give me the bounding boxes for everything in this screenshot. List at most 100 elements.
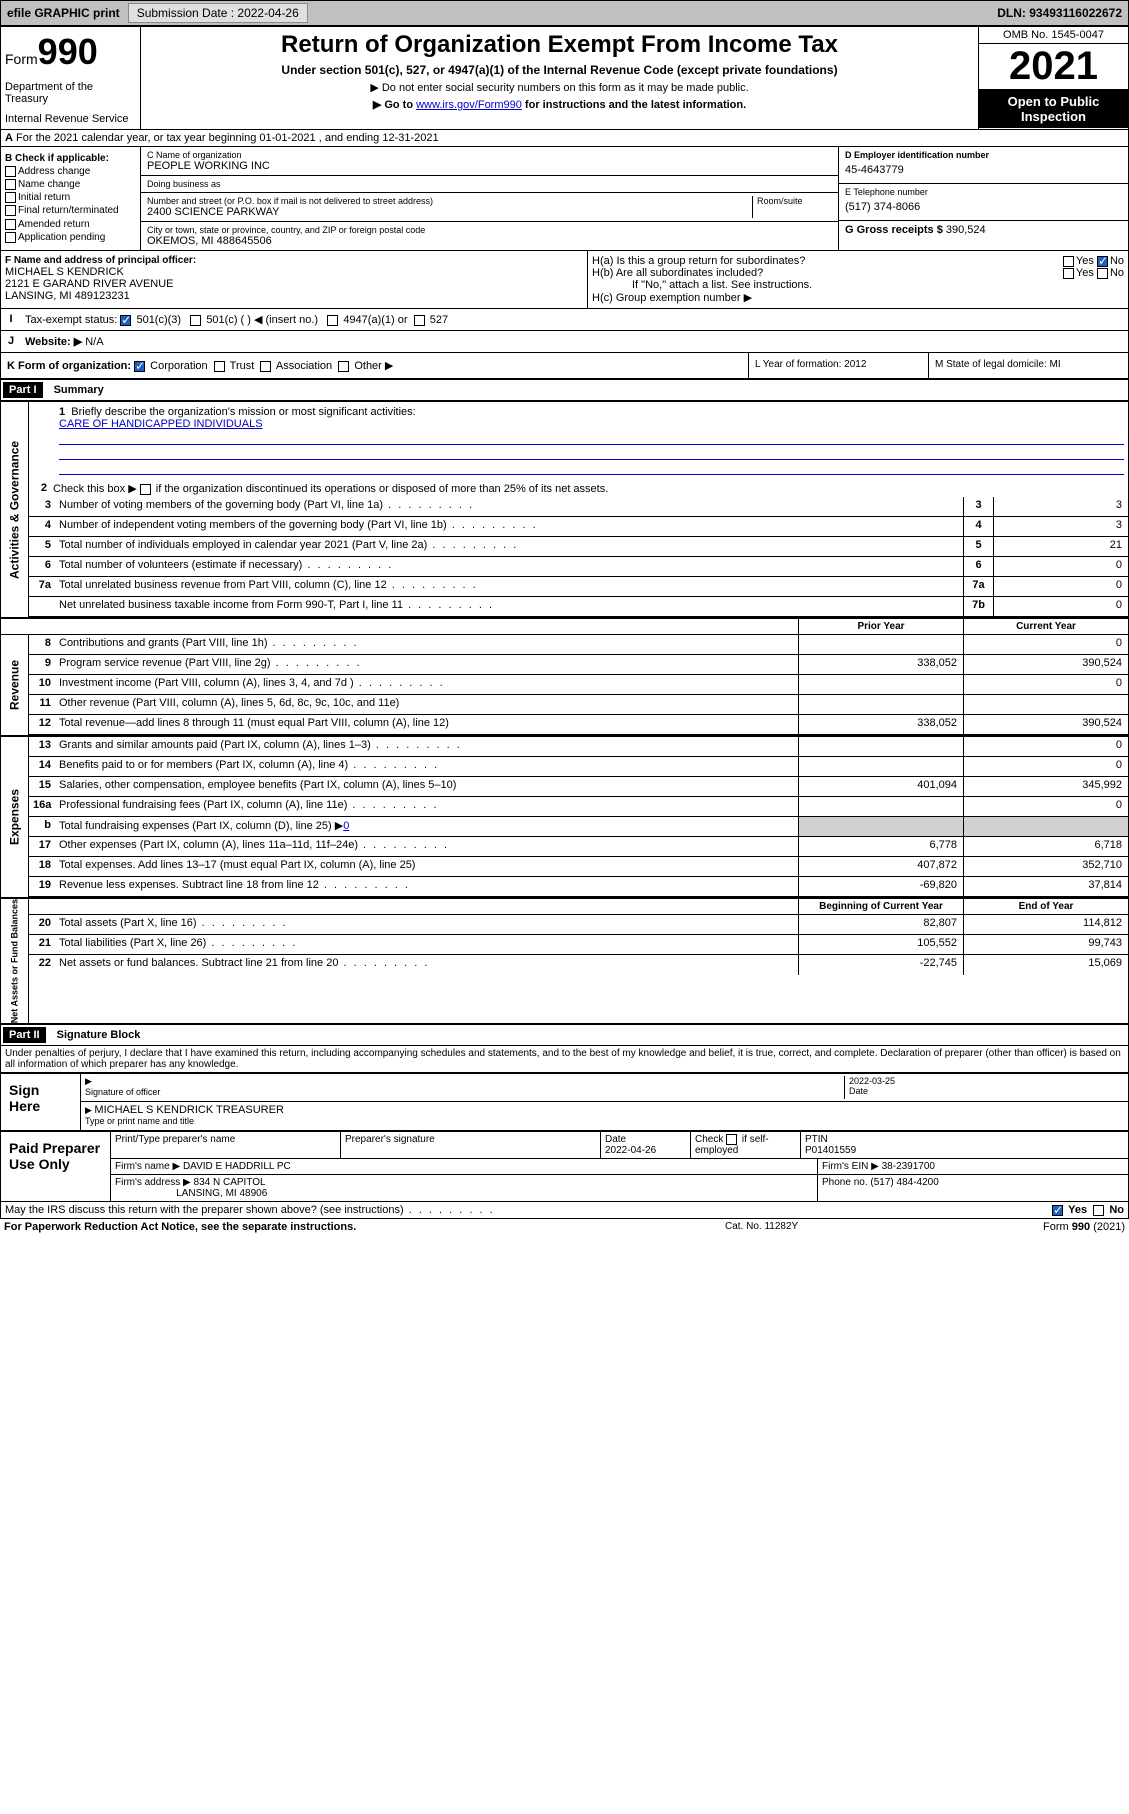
c10: 0 [963, 675, 1128, 694]
p18: 407,872 [798, 857, 963, 876]
chk-501c[interactable] [190, 315, 201, 326]
l2-post: if the organization discontinued its ope… [156, 483, 609, 495]
c8: 0 [963, 635, 1128, 654]
form-label: Form [5, 51, 38, 67]
k-corp: Corporation [150, 360, 207, 372]
expenses-section: Expenses 13Grants and similar amounts pa… [1, 735, 1128, 897]
l8: Contributions and grants (Part VIII, lin… [55, 635, 798, 654]
c13: 0 [963, 737, 1128, 756]
chk-501c3[interactable] [120, 315, 131, 326]
col-prior: Prior Year [798, 619, 963, 634]
chk-final[interactable] [5, 205, 16, 216]
p17: 6,778 [798, 837, 963, 856]
c-dba-lbl: Doing business as [147, 179, 832, 189]
chk-amended[interactable] [5, 219, 16, 230]
discuss-no[interactable] [1093, 1205, 1104, 1216]
i-lbl: Tax-exempt status: [25, 314, 117, 326]
hb-no[interactable] [1097, 268, 1108, 279]
c22: 15,069 [963, 955, 1128, 975]
row-k: K Form of organization: Corporation Trus… [1, 353, 1128, 380]
chk-self[interactable] [726, 1134, 737, 1145]
l17: Other expenses (Part IX, column (A), lin… [55, 837, 798, 856]
ha-yes[interactable] [1063, 256, 1074, 267]
chk-l2[interactable] [140, 484, 151, 495]
goto-pre: ▶ Go to [373, 99, 416, 111]
p14 [798, 757, 963, 776]
ha-no[interactable] [1097, 256, 1108, 267]
col-b: B Check if applicable: Address change Na… [1, 147, 141, 250]
e-lbl: E Telephone number [845, 187, 1122, 197]
p-h5: PTIN [805, 1134, 828, 1145]
chk-name[interactable] [5, 179, 16, 190]
discuss-q: May the IRS discuss this return with the… [5, 1204, 1052, 1216]
form-container: Form990 Department of the Treasury Inter… [0, 26, 1129, 1219]
chk-4947[interactable] [327, 315, 338, 326]
sig-date-lbl: Date [849, 1086, 868, 1096]
k-lbl: K Form of organization: [7, 360, 131, 372]
chk-address[interactable] [5, 166, 16, 177]
m-state: M State of legal domicile: MI [928, 353, 1128, 378]
p-h2: Preparer's signature [345, 1134, 435, 1145]
c11 [963, 695, 1128, 714]
form-ref: Form 990 (2021) [925, 1221, 1125, 1233]
l1-val[interactable]: CARE OF HANDICAPPED INDIVIDUALS [59, 418, 263, 430]
omb-number: OMB No. 1545-0047 [979, 27, 1128, 44]
discuss-yes[interactable] [1052, 1205, 1063, 1216]
period-text: For the 2021 calendar year, or tax year … [16, 132, 439, 144]
efile-label[interactable]: efile GRAPHIC print [1, 4, 126, 22]
chk-corp[interactable] [134, 361, 145, 372]
chk-trust[interactable] [214, 361, 225, 372]
block-fh: F Name and address of principal officer:… [1, 250, 1128, 308]
line [59, 446, 1124, 460]
hb-yes[interactable] [1063, 268, 1074, 279]
col-c: C Name of organization PEOPLE WORKING IN… [141, 147, 838, 250]
dln-label: DLN: 93493116022672 [997, 6, 1128, 20]
tax-year: 2021 [979, 44, 1128, 90]
phone: (517) 484-4200 [870, 1177, 938, 1188]
l12: Total revenue—add lines 8 through 11 (mu… [55, 715, 798, 734]
chk-pending[interactable] [5, 232, 16, 243]
l10: Investment income (Part VIII, column (A)… [55, 675, 798, 694]
part2-badge: Part II [3, 1027, 46, 1043]
g-val: 390,524 [946, 224, 986, 236]
firm-lbl: Firm's name ▶ [115, 1161, 180, 1172]
declaration: Under penalties of perjury, I declare th… [1, 1046, 1128, 1072]
chk-assoc[interactable] [260, 361, 271, 372]
j-letter: J [1, 331, 21, 352]
line [59, 461, 1124, 475]
k-trust: Trust [230, 360, 255, 372]
addr-lbl: Firm's address ▶ [115, 1177, 191, 1188]
f-name: MICHAEL S KENDRICK [5, 266, 583, 278]
p-h4: Check [695, 1134, 723, 1145]
b-final: Final return/terminated [18, 206, 119, 217]
row-j: J Website: ▶ N/A [1, 331, 1128, 353]
firm: DAVID E HADDRILL PC [183, 1161, 291, 1172]
form-title: Return of Organization Exempt From Incom… [149, 31, 970, 59]
c21: 99,743 [963, 935, 1128, 954]
part2-header: Part II Signature Block [1, 1023, 1128, 1046]
tab-activities: Activities & Governance [1, 402, 29, 617]
part1-badge: Part I [3, 382, 43, 398]
p20: 82,807 [798, 915, 963, 934]
chk-527[interactable] [414, 315, 425, 326]
sign-here-block: Sign Here ▶Signature of officer 2022-03-… [1, 1072, 1128, 1130]
form-number: Form990 [5, 31, 136, 73]
irs-link[interactable]: www.irs.gov/Form990 [416, 99, 522, 111]
sig-name: MICHAEL S KENDRICK TREASURER [94, 1104, 283, 1116]
p10 [798, 675, 963, 694]
gray2 [963, 817, 1128, 836]
pra-notice: For Paperwork Reduction Act Notice, see … [4, 1221, 725, 1233]
chk-initial[interactable] [5, 192, 16, 203]
part2-title: Signature Block [49, 1029, 141, 1041]
tab-expenses: Expenses [1, 737, 29, 897]
b-amended: Amended return [18, 219, 90, 230]
discuss-row: May the IRS discuss this return with the… [1, 1201, 1128, 1218]
netassets-section: Net Assets or Fund Balances Beginning of… [1, 897, 1128, 1023]
submission-date-button[interactable]: Submission Date : 2022-04-26 [128, 3, 308, 23]
b-name: Name change [18, 179, 80, 190]
chk-other[interactable] [338, 361, 349, 372]
revenue-section: Revenue 8Contributions and grants (Part … [1, 635, 1128, 735]
l21: Total liabilities (Part X, line 26) [55, 935, 798, 954]
gray1 [798, 817, 963, 836]
l13: Grants and similar amounts paid (Part IX… [55, 737, 798, 756]
